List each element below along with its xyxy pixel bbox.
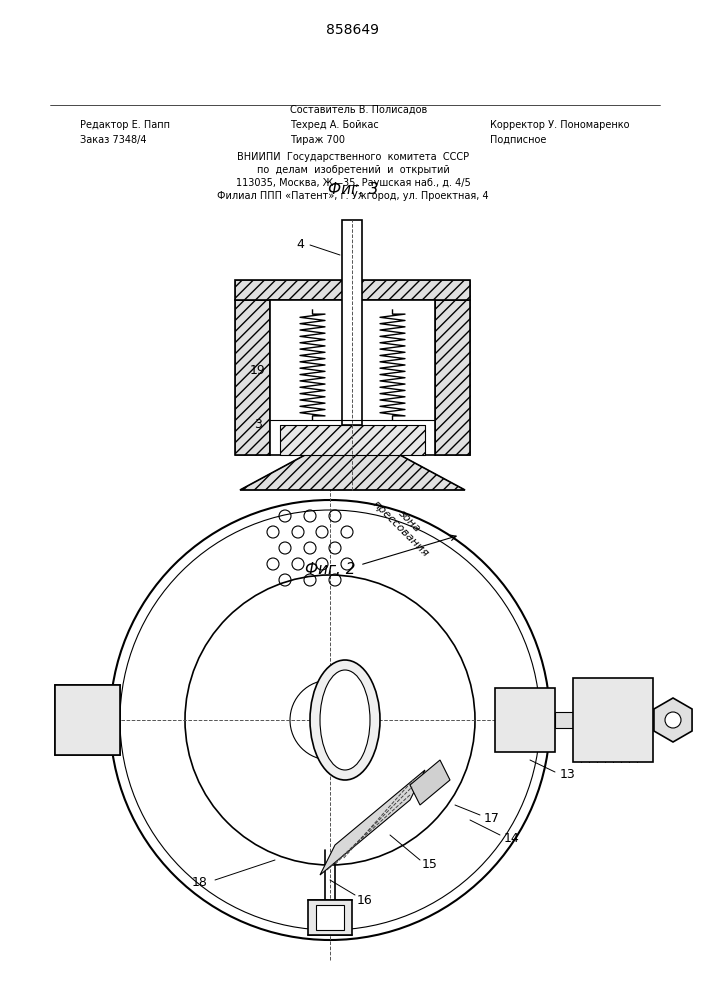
Bar — [342, 220, 363, 425]
Bar — [555, 712, 573, 728]
Polygon shape — [320, 770, 425, 875]
Text: 16: 16 — [357, 894, 373, 906]
Polygon shape — [435, 300, 470, 455]
Polygon shape — [235, 300, 270, 455]
Bar — [308, 900, 352, 935]
Text: Фиг. 2: Фиг. 2 — [305, 562, 355, 578]
Text: Заказ 7348/4: Заказ 7348/4 — [80, 135, 146, 145]
Polygon shape — [235, 280, 470, 300]
Text: 15: 15 — [422, 858, 438, 871]
Bar — [280, 425, 425, 455]
Text: Составитель В. Полисадов: Составитель В. Полисадов — [290, 105, 427, 115]
Text: ВНИИПИ  Государственного  комитета  СССР: ВНИИПИ Государственного комитета СССР — [237, 152, 469, 162]
Text: Техред А. Бойкас: Техред А. Бойкас — [290, 120, 379, 130]
Text: Редактор Е. Папп: Редактор Е. Папп — [80, 120, 170, 130]
Text: Фиг. 3: Фиг. 3 — [328, 182, 378, 198]
Ellipse shape — [320, 670, 370, 770]
Polygon shape — [410, 760, 450, 805]
Bar — [270, 300, 435, 455]
Text: по  делам  изобретений  и  открытий: по делам изобретений и открытий — [257, 165, 450, 175]
Text: 4: 4 — [296, 238, 304, 251]
Text: 858649: 858649 — [327, 23, 380, 37]
Ellipse shape — [310, 660, 380, 780]
Text: 19: 19 — [250, 363, 266, 376]
Text: 113035, Москва, Ж—35, Раушская наб., д. 4/5: 113035, Москва, Ж—35, Раушская наб., д. … — [235, 178, 470, 188]
Text: Филиал ППП «Патент», г. Ужгород, ул. Проектная, 4: Филиал ППП «Патент», г. Ужгород, ул. Про… — [217, 191, 489, 201]
Text: 3: 3 — [254, 418, 262, 432]
Text: Корректор У. Пономаренко: Корректор У. Пономаренко — [490, 120, 629, 130]
Text: 14: 14 — [504, 832, 520, 844]
Text: 18: 18 — [192, 876, 208, 888]
Text: 17: 17 — [484, 812, 500, 824]
Polygon shape — [240, 455, 465, 490]
Circle shape — [665, 712, 681, 728]
Text: Тираж 700: Тираж 700 — [290, 135, 345, 145]
Bar — [280, 425, 425, 455]
Text: Подписное: Подписное — [490, 135, 547, 145]
Bar — [55, 685, 120, 755]
Text: 13: 13 — [560, 768, 576, 782]
Bar — [316, 905, 344, 930]
Bar — [573, 678, 653, 762]
Bar — [495, 688, 555, 752]
Text: зона
прессования: зона прессования — [371, 491, 439, 559]
